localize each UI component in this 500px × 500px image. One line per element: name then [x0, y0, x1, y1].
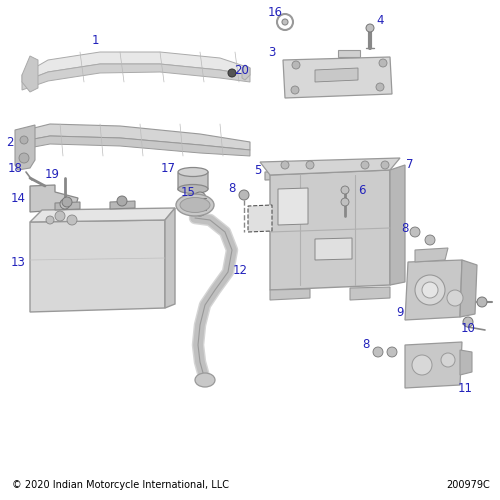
Polygon shape — [270, 170, 390, 290]
Circle shape — [46, 216, 54, 224]
Polygon shape — [283, 57, 392, 98]
Text: 14: 14 — [10, 192, 26, 204]
Text: 200979C: 200979C — [446, 480, 490, 490]
Circle shape — [228, 69, 236, 77]
Polygon shape — [30, 220, 165, 312]
Ellipse shape — [180, 198, 210, 212]
Circle shape — [292, 61, 300, 69]
Circle shape — [366, 24, 374, 32]
Circle shape — [55, 211, 65, 221]
Polygon shape — [415, 248, 448, 262]
Circle shape — [425, 235, 435, 245]
Polygon shape — [22, 64, 250, 90]
Polygon shape — [110, 201, 135, 209]
Polygon shape — [248, 205, 272, 232]
Text: 8: 8 — [402, 222, 408, 234]
Text: 6: 6 — [358, 184, 366, 196]
Polygon shape — [460, 260, 477, 317]
Polygon shape — [18, 136, 250, 156]
Circle shape — [306, 161, 314, 169]
Polygon shape — [30, 208, 175, 222]
Circle shape — [20, 136, 28, 144]
Text: 8: 8 — [228, 182, 235, 194]
Circle shape — [376, 83, 384, 91]
Polygon shape — [30, 185, 78, 212]
Polygon shape — [55, 202, 80, 210]
Ellipse shape — [178, 168, 208, 176]
Circle shape — [341, 198, 349, 206]
Text: © 2020 Indian Motorcycle International, LLC: © 2020 Indian Motorcycle International, … — [12, 480, 229, 490]
Polygon shape — [178, 172, 208, 190]
Text: 10: 10 — [460, 322, 475, 334]
Ellipse shape — [176, 194, 214, 216]
Circle shape — [447, 290, 463, 306]
Circle shape — [194, 204, 206, 216]
Circle shape — [441, 353, 455, 367]
Text: 19: 19 — [44, 168, 60, 181]
Text: 4: 4 — [376, 14, 384, 26]
Circle shape — [117, 196, 127, 206]
Polygon shape — [165, 208, 175, 308]
Circle shape — [67, 215, 77, 225]
Text: 11: 11 — [458, 382, 472, 394]
Polygon shape — [22, 56, 38, 92]
Polygon shape — [390, 165, 405, 285]
Text: 16: 16 — [268, 6, 282, 18]
Text: 5: 5 — [254, 164, 262, 176]
Circle shape — [410, 227, 420, 237]
Polygon shape — [260, 158, 400, 175]
Polygon shape — [22, 52, 250, 82]
Text: 18: 18 — [8, 162, 22, 174]
Polygon shape — [265, 170, 320, 180]
Circle shape — [291, 86, 299, 94]
Circle shape — [19, 153, 29, 163]
Text: 17: 17 — [160, 162, 176, 174]
Text: 13: 13 — [10, 256, 26, 268]
Circle shape — [412, 355, 432, 375]
Polygon shape — [338, 50, 360, 57]
Ellipse shape — [178, 184, 208, 194]
Polygon shape — [405, 342, 462, 388]
Polygon shape — [15, 125, 35, 170]
Circle shape — [281, 161, 289, 169]
Circle shape — [239, 190, 249, 200]
Text: 20: 20 — [234, 64, 250, 76]
Polygon shape — [405, 260, 462, 320]
Text: 2: 2 — [6, 136, 14, 148]
Polygon shape — [242, 65, 250, 80]
Circle shape — [373, 347, 383, 357]
Ellipse shape — [195, 373, 215, 387]
Circle shape — [194, 192, 206, 204]
Circle shape — [379, 59, 387, 67]
Circle shape — [463, 317, 473, 327]
Polygon shape — [460, 350, 472, 375]
Circle shape — [62, 197, 72, 207]
Text: 15: 15 — [180, 186, 196, 198]
Text: 8: 8 — [362, 338, 370, 351]
Circle shape — [387, 347, 397, 357]
Circle shape — [341, 186, 349, 194]
Text: 9: 9 — [396, 306, 404, 318]
Circle shape — [60, 199, 70, 209]
Circle shape — [415, 275, 445, 305]
Circle shape — [381, 161, 389, 169]
Polygon shape — [315, 238, 352, 260]
Polygon shape — [18, 124, 250, 150]
Text: 1: 1 — [91, 34, 99, 46]
Polygon shape — [315, 68, 358, 82]
Circle shape — [422, 282, 438, 298]
Polygon shape — [350, 287, 390, 300]
Text: 7: 7 — [406, 158, 414, 172]
Polygon shape — [270, 289, 310, 300]
Circle shape — [361, 161, 369, 169]
Circle shape — [477, 297, 487, 307]
Text: 12: 12 — [232, 264, 248, 276]
Polygon shape — [278, 188, 308, 225]
Circle shape — [282, 19, 288, 25]
Text: 3: 3 — [268, 46, 276, 59]
